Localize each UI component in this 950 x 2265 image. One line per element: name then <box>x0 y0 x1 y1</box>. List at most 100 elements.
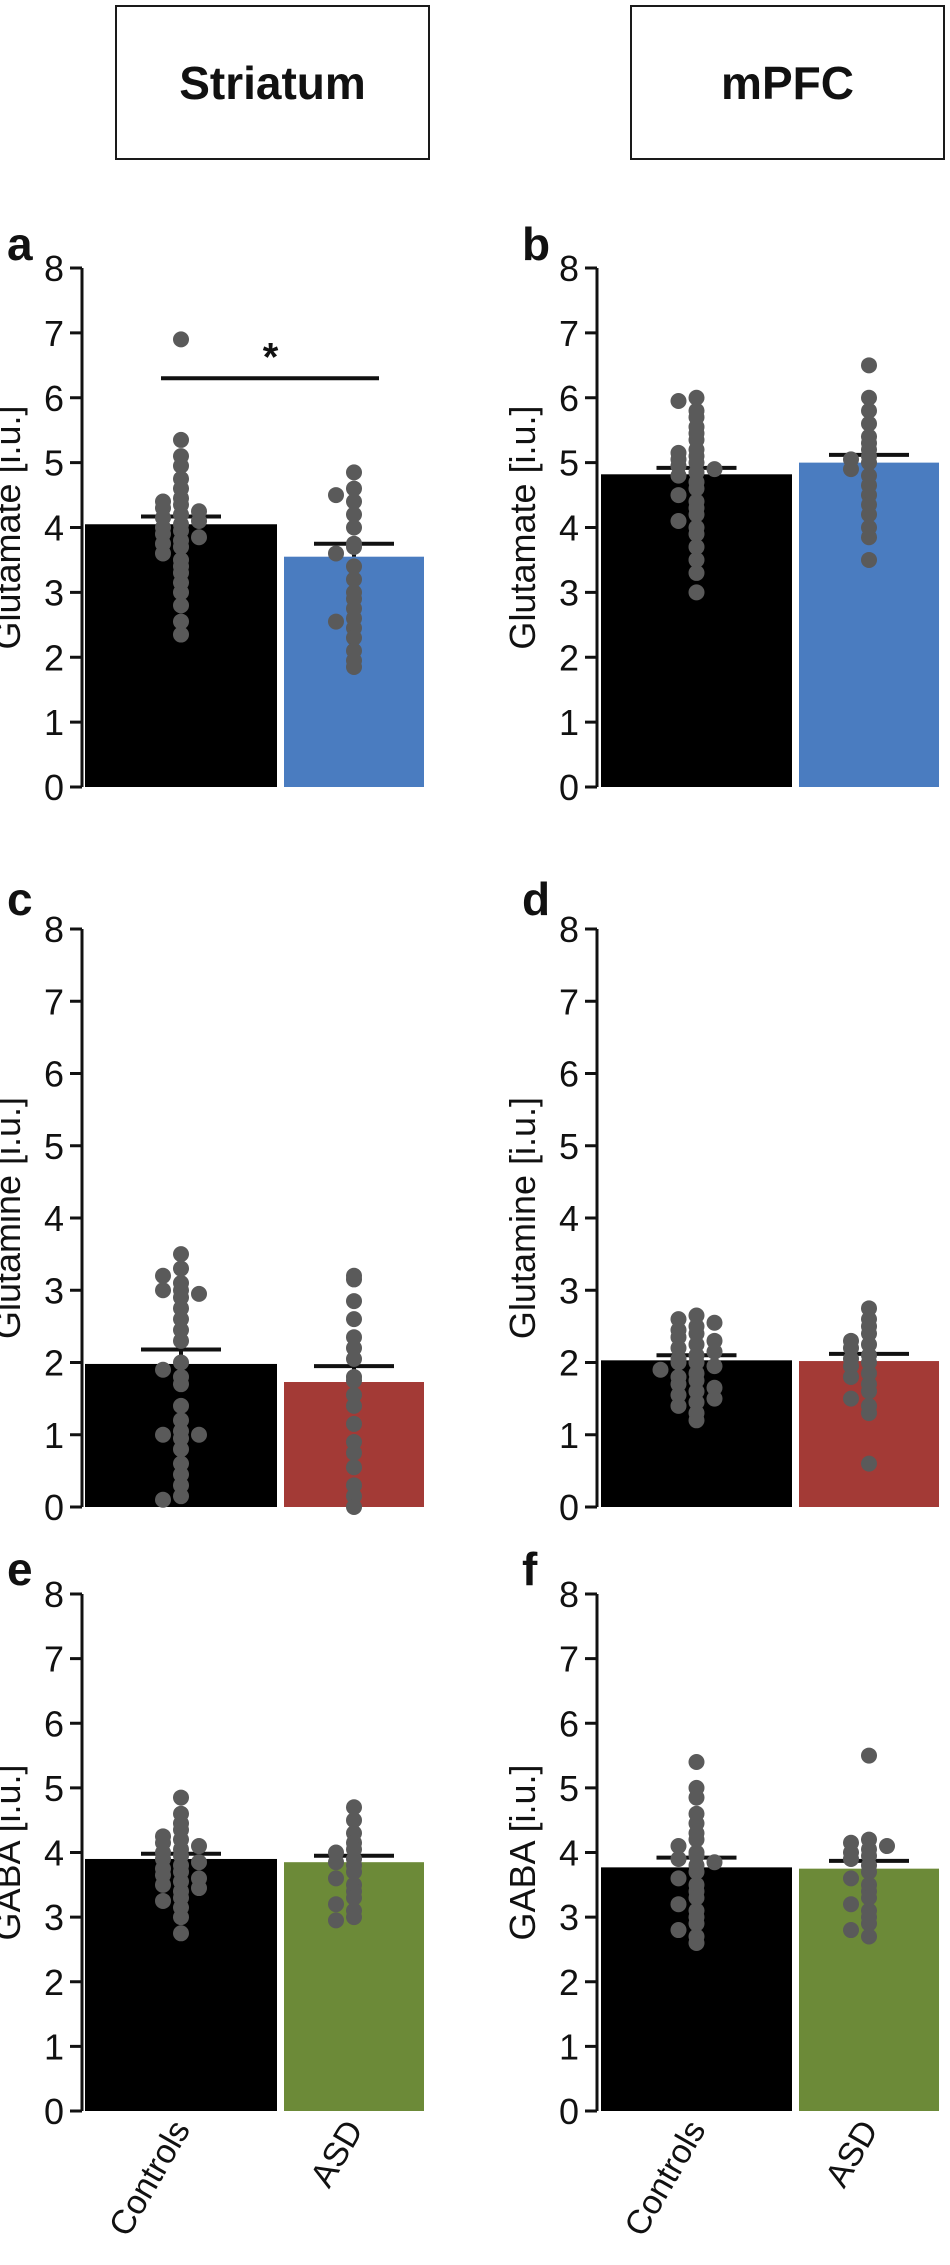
data-point <box>191 1426 207 1443</box>
panel-letter: d <box>522 873 550 925</box>
y-tick-label: 2 <box>559 637 579 678</box>
y-axis-title: GABA [i.u.] <box>0 1764 28 1940</box>
y-tick-label: 1 <box>559 1415 579 1456</box>
data-point <box>346 480 362 497</box>
data-point <box>173 626 189 643</box>
data-point <box>688 1915 705 1932</box>
data-point <box>688 506 705 523</box>
data-point <box>843 1368 859 1385</box>
data-point <box>346 1293 362 1310</box>
data-point <box>173 1332 189 1349</box>
y-tick-label: 7 <box>44 981 64 1022</box>
y-axis-title: Glutamine [i.u.] <box>502 1097 543 1339</box>
data-point <box>191 1880 207 1897</box>
data-point <box>346 1499 362 1515</box>
data-point <box>861 529 877 546</box>
data-point <box>346 1863 362 1880</box>
data-point <box>652 1361 669 1378</box>
y-tick-label: 0 <box>44 1487 64 1528</box>
chart-panel-a: a 0 1 2 3 4 5 6 7 8 Glutamate [i.u.] * <box>0 218 424 808</box>
data-point <box>173 431 189 448</box>
data-point <box>670 392 687 409</box>
data-point <box>670 467 687 484</box>
data-point <box>706 1358 723 1375</box>
data-point <box>670 1870 687 1887</box>
data-point <box>688 1889 705 1906</box>
y-tick-label: 2 <box>559 1962 579 2003</box>
chart-panel-d: d 0 1 2 3 4 5 6 7 8 Glutamine [i.u.] <box>502 873 939 1528</box>
data-point <box>191 513 207 530</box>
data-point <box>346 1444 362 1461</box>
data-point <box>191 1285 207 1302</box>
data-point <box>861 1928 877 1945</box>
panel-letter: b <box>522 218 550 270</box>
data-point <box>688 1789 705 1806</box>
data-point <box>879 1838 895 1855</box>
data-point <box>173 331 189 348</box>
y-tick-label: 8 <box>44 1574 64 1615</box>
data-point <box>861 1455 877 1472</box>
chart-panel-b: b 0 1 2 3 4 5 6 7 8 Glutamate [i.u.] <box>502 218 939 808</box>
data-point <box>155 1426 171 1443</box>
data-point <box>346 1372 362 1389</box>
y-tick-label: 6 <box>44 1054 64 1095</box>
data-point <box>328 1912 344 1929</box>
y-tick-label: 3 <box>559 1897 579 1938</box>
data-point <box>688 584 705 601</box>
data-point <box>346 464 362 481</box>
x-category-label: Controls <box>102 2114 198 2243</box>
y-tick-label: 4 <box>559 1833 579 1874</box>
y-tick-label: 3 <box>559 572 579 613</box>
chart-panel-f: f 0 1 2 3 4 5 6 7 8 GABA [i.u.] Controls ASD <box>502 1543 939 2243</box>
data-point <box>173 1397 189 1414</box>
y-tick-label: 8 <box>44 909 64 950</box>
data-point <box>173 1354 189 1371</box>
y-tick-label: 5 <box>559 1768 579 1809</box>
y-tick-label: 2 <box>44 1962 64 2003</box>
data-point <box>670 1397 687 1414</box>
y-tick-label: 5 <box>559 1126 579 1167</box>
y-tick-label: 2 <box>44 637 64 678</box>
y-tick-label: 7 <box>44 1639 64 1680</box>
panel-letter: f <box>522 1543 538 1595</box>
data-point <box>346 1459 362 1476</box>
y-tick-label: 0 <box>44 2091 64 2132</box>
data-point <box>346 1812 362 1829</box>
data-point <box>861 389 877 406</box>
data-point <box>670 1922 687 1939</box>
y-tick-label: 1 <box>559 702 579 743</box>
data-point <box>688 551 705 568</box>
data-point <box>328 487 344 504</box>
data-point <box>346 1271 362 1288</box>
y-axis-title: Glutamate [i.u.] <box>502 405 543 649</box>
data-point <box>861 1747 877 1764</box>
data-point <box>155 1282 171 1299</box>
data-point <box>155 1267 171 1284</box>
data-point <box>843 1896 859 1913</box>
data-point <box>191 1854 207 1871</box>
data-point <box>688 1754 705 1771</box>
data-point <box>328 1870 344 1887</box>
y-tick-label: 5 <box>44 443 64 484</box>
data-point <box>861 1383 877 1400</box>
data-point <box>173 613 189 630</box>
data-point <box>861 415 877 432</box>
data-point <box>346 538 362 555</box>
data-point <box>173 1488 189 1505</box>
data-point <box>670 1838 687 1855</box>
data-point <box>861 506 877 523</box>
y-tick-label: 7 <box>44 313 64 354</box>
y-tick-label: 8 <box>559 909 579 950</box>
data-point <box>688 389 705 406</box>
data-point <box>328 545 344 562</box>
y-tick-label: 1 <box>44 702 64 743</box>
data-point <box>688 1412 705 1429</box>
y-tick-label: 3 <box>44 572 64 613</box>
data-point <box>843 1922 859 1939</box>
data-point <box>155 1876 171 1893</box>
data-point <box>861 357 877 374</box>
panel-letter: c <box>7 873 33 925</box>
chart-panel-e: e 0 1 2 3 4 5 6 7 8 GABA [i.u.] Controls ASD <box>0 1543 424 2243</box>
data-point <box>688 564 705 581</box>
data-point <box>173 1376 189 1393</box>
